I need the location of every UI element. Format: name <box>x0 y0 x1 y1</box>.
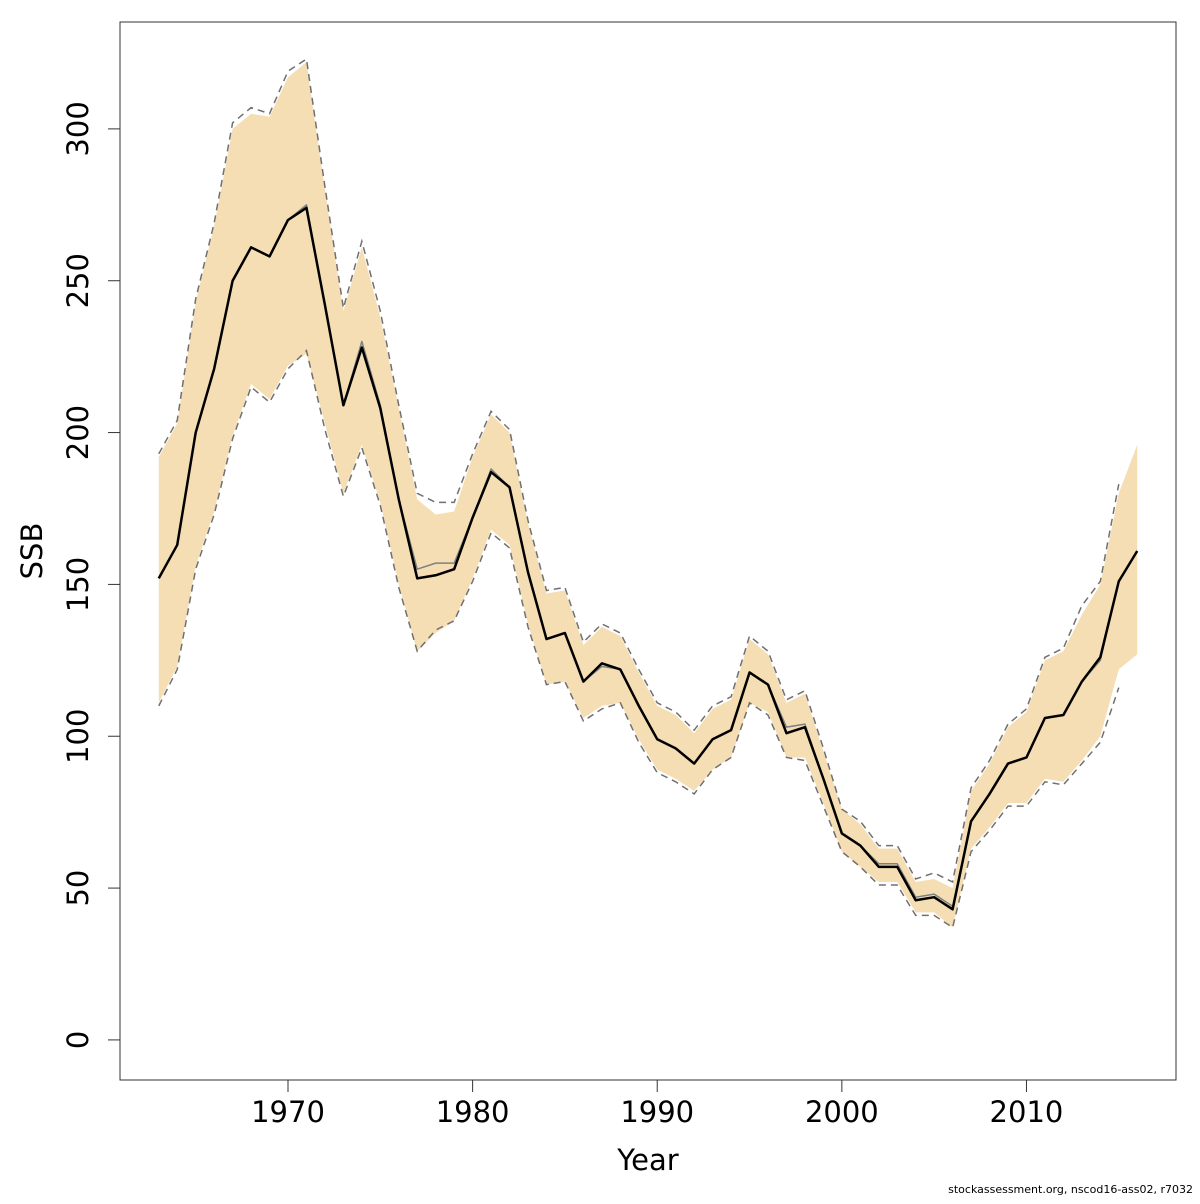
footer: stockassessment.org, nscod16-ass02, r703… <box>948 1183 1193 1196</box>
y-tick-label: 0 <box>61 1031 95 1049</box>
y-axis-title: SSB <box>15 523 49 580</box>
y-tick-label: 200 <box>61 405 95 460</box>
previous-bound-line <box>158 57 1120 884</box>
x-tick-label: 1990 <box>620 1095 694 1129</box>
x-tick-label: 2010 <box>990 1095 1064 1129</box>
x-tick-label: 1970 <box>251 1095 325 1129</box>
y-tick-label: 50 <box>61 870 95 907</box>
x-tick-label: 2000 <box>805 1095 879 1129</box>
estimate-line <box>157 206 1139 911</box>
x-tick-label: 1980 <box>436 1095 510 1129</box>
x-axis-title: Year <box>616 1143 678 1177</box>
y-tick-label: 150 <box>61 557 95 612</box>
confidence-band <box>158 62 1138 928</box>
y-tick-label: 300 <box>61 101 95 156</box>
y-tick-label: 100 <box>61 709 95 764</box>
y-tick-label: 250 <box>61 253 95 308</box>
previous-bound-line <box>158 349 1120 929</box>
